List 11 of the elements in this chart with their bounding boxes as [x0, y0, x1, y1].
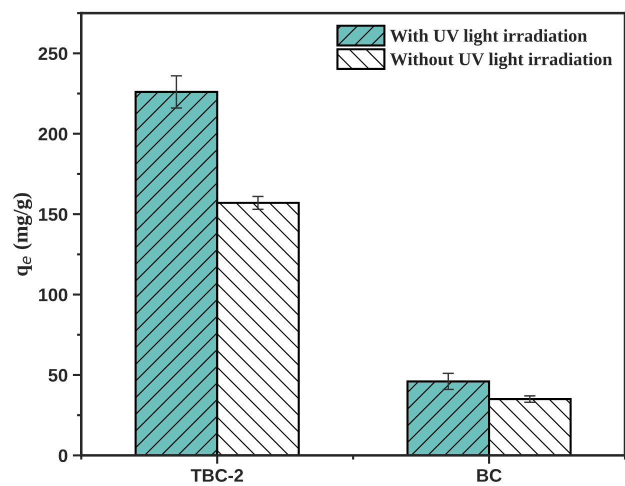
- x-tick-label: BC: [477, 469, 502, 482]
- y-axis-title: q$_{e}$ (mg/g): [13, 193, 32, 276]
- x-tick-label: TBC-2: [190, 469, 244, 482]
- y-tick-label: 100: [39, 288, 68, 302]
- legend-label: Without UV light irradiation: [390, 52, 612, 70]
- y-tick-label: 0: [58, 449, 68, 462]
- y-tick-label: 200: [38, 128, 68, 140]
- y-tick-label: 150: [39, 208, 68, 221]
- legend-label: With UV light irradiation: [390, 29, 588, 46]
- y-tick-label: 250: [38, 47, 68, 60]
- y-tick-label: 50: [48, 368, 68, 382]
